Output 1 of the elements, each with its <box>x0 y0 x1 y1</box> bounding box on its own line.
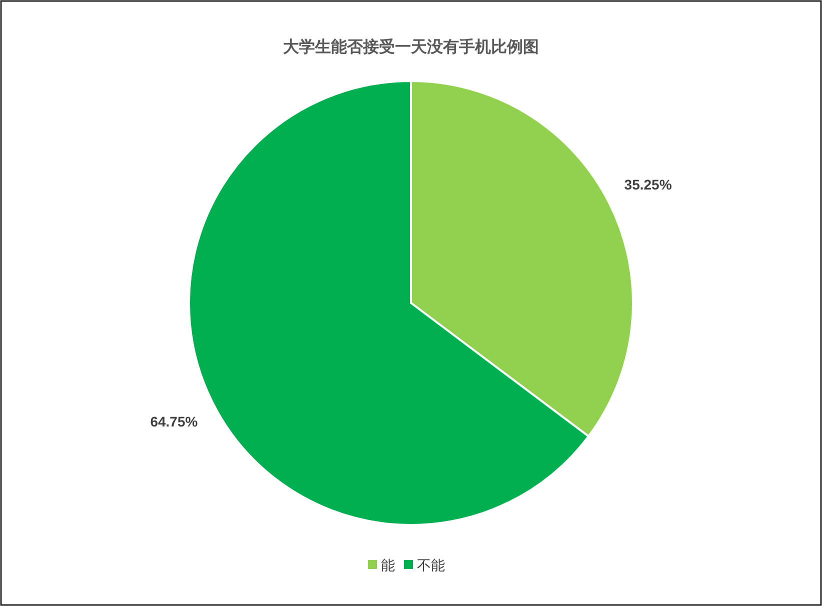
title: 大学生能否接受一天没有手机比例图 <box>283 39 539 56</box>
